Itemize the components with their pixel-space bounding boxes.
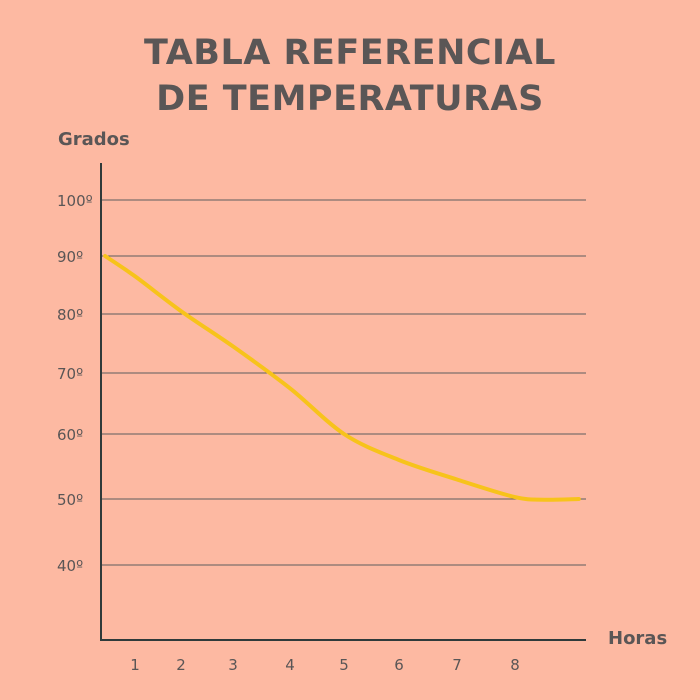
x-axis-label: Horas [608,628,667,649]
y-tick-labels: 100º 90º 80º 70º 60º 50º 40º [57,192,93,575]
chart-title-line-1: TABLA REFERENCIAL [144,33,556,73]
y-tick-label: 80º [57,306,83,324]
y-tick-label: 50º [57,491,83,509]
x-tick-label: 3 [228,656,238,674]
chart-title: TABLA REFERENCIAL DE TEMPERATURAS [0,30,700,122]
y-tick-label: 100º [57,192,93,210]
x-tick-label: 5 [339,656,349,674]
y-axis-label: Grados [58,129,130,150]
x-tick-label: 1 [130,656,140,674]
temperature-series-line [103,254,581,502]
x-tick-label: 4 [285,656,295,674]
x-tick-label: 7 [452,656,462,674]
x-tick-label: 6 [394,656,404,674]
grid-lines [101,199,586,566]
chart-title-line-2: DE TEMPERATURAS [156,79,544,119]
x-tick-label: 2 [176,656,186,674]
y-tick-label: 40º [57,557,83,575]
y-tick-label: 60º [57,426,83,444]
x-tick-label: 8 [510,656,520,674]
x-tick-labels: 1 2 3 4 5 6 7 8 [130,656,520,674]
y-tick-label: 90º [57,248,83,266]
y-tick-label: 70º [57,365,83,383]
